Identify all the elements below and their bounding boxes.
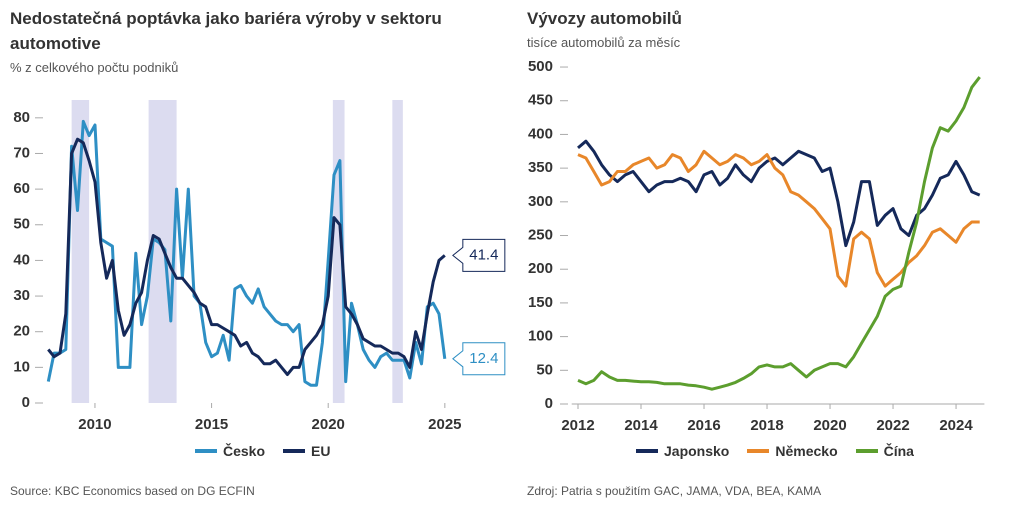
x-tick-label: 2018 [750, 417, 783, 434]
y-tick-label: 80 [13, 109, 30, 126]
y-tick-label: 200 [528, 260, 553, 277]
legend: Česko EU [195, 443, 330, 459]
y-tick-label: 450 [528, 92, 553, 109]
callout-label: 12.4 [469, 350, 498, 367]
y-tick-label: 0 [545, 395, 553, 412]
y-tick-label: 0 [22, 394, 30, 411]
callout-box [452, 238, 506, 272]
series-line [577, 76, 981, 391]
series-line [577, 139, 981, 248]
legend-swatch [747, 449, 770, 453]
legend-item: EU [283, 443, 330, 459]
x-tick-label: 2020 [312, 416, 345, 433]
legend-swatch [195, 449, 217, 453]
x-tick-label: 2025 [428, 416, 461, 433]
series-line [47, 137, 446, 376]
y-tick-label: 30 [13, 287, 30, 304]
shaded-period [392, 100, 403, 403]
y-tick-label: 250 [528, 226, 553, 243]
y-tick-label: 400 [528, 125, 553, 142]
x-tick-label: 2020 [813, 417, 846, 434]
legend-item: Čína [855, 443, 914, 459]
legend-label: EU [311, 443, 331, 459]
callout: 41.4 [452, 238, 506, 272]
x-tick-label: 2012 [561, 417, 594, 434]
y-tick-label: 100 [528, 328, 553, 345]
legend-label: Japonsko [664, 443, 730, 459]
legend: Japonsko Německo Čína [636, 443, 914, 459]
shaded-period [332, 100, 345, 403]
legend-swatch [636, 449, 658, 453]
y-tick-label: 500 [528, 58, 553, 75]
y-tick-label: 350 [528, 159, 553, 176]
x-tick-label: 2016 [687, 417, 720, 434]
y-tick-label: 50 [13, 216, 30, 233]
callout-label: 41.4 [469, 246, 498, 263]
legend-label: Německo [775, 443, 838, 459]
y-tick-label: 40 [13, 251, 30, 268]
y-tick-label: 10 [13, 358, 30, 375]
y-tick-label: 50 [536, 361, 553, 378]
y-tick-label: 20 [13, 323, 30, 340]
shaded-period [71, 100, 90, 403]
series-line [46, 119, 447, 387]
legend-swatch [283, 449, 306, 453]
x-tick-label: 2022 [876, 417, 909, 434]
legend-label: Česko [223, 443, 266, 459]
x-tick-label: 2014 [624, 417, 658, 434]
y-tick-label: 60 [13, 180, 30, 197]
legend-swatch [855, 449, 878, 453]
legend-label: Čína [883, 443, 914, 459]
legend-item: Německo [747, 443, 838, 459]
source: Zdroj: Patria s použitím GAC, JAMA, VDA,… [527, 484, 822, 498]
chart-subtitle: tisíce automobilů za měsíc [527, 35, 681, 50]
chart-title: Vývozy automobilů [527, 9, 682, 28]
x-tick-label: 2024 [939, 417, 973, 434]
legend-item: Česko [195, 443, 265, 459]
source: Source: KBC Economics based on DG ECFIN [10, 484, 255, 498]
chart-subtitle: % z celkového počtu podniků [10, 60, 179, 75]
legend-item: Japonsko [636, 443, 729, 459]
y-tick-label: 70 [13, 144, 30, 161]
series-line [577, 149, 980, 288]
x-tick-label: 2010 [78, 416, 111, 433]
callout: 12.4 [452, 342, 506, 376]
callout-box [452, 342, 506, 376]
y-tick-label: 150 [528, 294, 553, 311]
x-tick-label: 2015 [195, 416, 228, 433]
y-tick-label: 300 [528, 193, 553, 210]
chart-title: Nedostatečná poptávka jako bariéra výrob… [10, 9, 442, 53]
